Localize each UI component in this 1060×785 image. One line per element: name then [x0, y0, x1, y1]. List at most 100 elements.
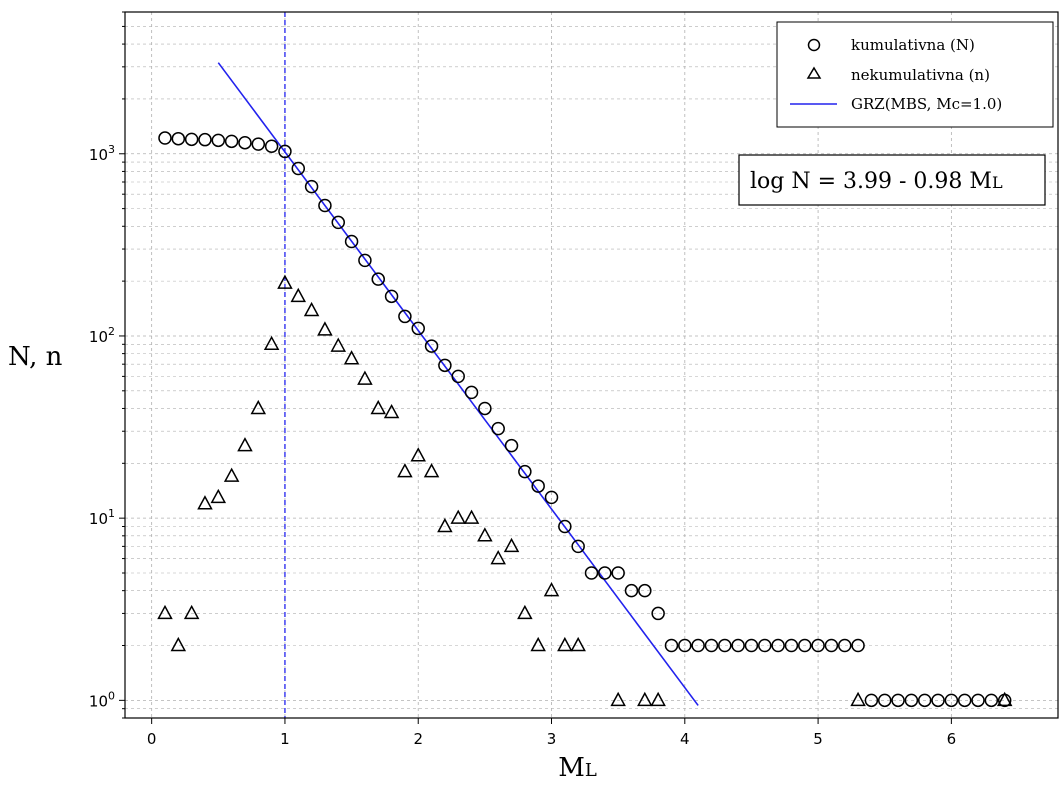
cumulative-point — [238, 135, 252, 150]
cumulative-point — [864, 693, 879, 708]
cumulative-point — [904, 693, 919, 708]
y-axis-label: N, n — [8, 342, 63, 372]
noncumulative-point — [330, 337, 347, 352]
x-tick-label: 6 — [947, 730, 957, 748]
noncumulative-point — [570, 636, 586, 652]
axis-ticks: 0 1 2 3 4 5 6 100 101 102 103 — [89, 11, 957, 748]
x-tick-label: 1 — [280, 730, 290, 748]
cumulative-point — [264, 139, 279, 153]
cumulative-point — [358, 253, 372, 268]
noncumulative-point — [370, 399, 387, 415]
noncumulative-point — [423, 463, 440, 478]
noncumulative-point — [197, 495, 213, 510]
noncumulative-point — [303, 301, 320, 317]
equation-text: log N = 3.99 - 0.98 ML — [750, 169, 1003, 194]
equation-frame — [738, 154, 1046, 206]
noncumulative-point — [850, 691, 866, 707]
noncumulative-point — [157, 604, 173, 620]
noncumulative-point — [517, 604, 533, 620]
cumulative-point — [731, 638, 745, 653]
cumulative-point — [584, 566, 599, 580]
noncumulative-point — [290, 287, 307, 303]
legend-label-noncumulative: nekumulativna (n) — [851, 66, 990, 84]
noncumulative-point — [463, 509, 480, 524]
legend: kumulativna (N) nekumulativna (n) GRZ(MB… — [776, 21, 1054, 128]
cumulative-point — [491, 421, 505, 436]
cumulative-point — [171, 131, 186, 146]
cumulative-point — [224, 134, 239, 149]
cumulative-point — [984, 693, 999, 708]
cumulative-point — [598, 566, 612, 580]
cumulative-point — [371, 272, 385, 286]
cumulative-point — [718, 638, 732, 653]
x-tick-label: 2 — [413, 730, 423, 748]
cumulative-point — [278, 144, 292, 159]
noncumulative-point — [557, 636, 573, 652]
cumulative-point — [744, 638, 759, 653]
cumulative-point — [917, 693, 932, 708]
noncumulative-point — [383, 403, 400, 419]
cumulative-point — [158, 131, 172, 145]
cumulative-point — [344, 234, 359, 249]
noncumulative-point — [250, 399, 267, 415]
cumulative-point — [464, 385, 479, 400]
cumulative-point — [198, 132, 212, 147]
noncumulative-point — [263, 335, 280, 351]
cumulative-point — [678, 638, 692, 653]
cumulative-point — [291, 161, 306, 176]
noncumulative-point — [477, 527, 493, 542]
noncumulative-point — [357, 370, 373, 385]
legend-marker-circle — [807, 38, 821, 52]
y-tick-label: 103 — [89, 143, 115, 164]
cumulative-point — [931, 693, 945, 708]
x-tick-label: 3 — [547, 730, 557, 748]
cumulative-point — [784, 638, 799, 653]
noncumulative-point — [237, 437, 253, 452]
legend-box — [776, 21, 1054, 128]
cumulative-point — [531, 479, 545, 493]
noncumulative-point — [410, 447, 426, 462]
gr-fit-line — [217, 62, 699, 706]
cumulative-point — [384, 289, 399, 304]
noncumulative-point — [530, 636, 546, 652]
noncumulative-point — [277, 274, 293, 289]
plot-frame — [124, 11, 1059, 719]
cumulative-point — [638, 583, 652, 598]
cumulative-point — [624, 583, 639, 598]
noncumulative-point — [397, 463, 413, 478]
cumulative-point — [424, 339, 439, 353]
data-markers — [157, 131, 1013, 708]
cumulative-point — [518, 464, 532, 479]
x-tick-label: 0 — [147, 730, 157, 748]
cumulative-point — [704, 638, 719, 653]
noncumulative-point — [490, 549, 506, 565]
cumulative-point — [651, 606, 665, 621]
cumulative-point — [504, 438, 519, 453]
cumulative-point — [811, 638, 825, 653]
cumulative-point — [451, 369, 465, 384]
noncumulative-point — [223, 467, 240, 482]
cumulative-point — [891, 693, 905, 708]
cumulative-point — [837, 638, 852, 653]
noncumulative-point — [637, 691, 653, 707]
cumulative-point — [571, 539, 585, 554]
noncumulative-point — [183, 604, 200, 620]
noncumulative-point — [503, 537, 520, 553]
legend-label-cumulative: kumulativna (N) — [851, 36, 975, 54]
noncumulative-point — [343, 350, 360, 365]
legend-label-fit: GRZ(MBS, Mc=1.0) — [851, 95, 1002, 113]
equation-box: log N = 3.99 - 0.98 ML — [738, 154, 1046, 206]
cumulative-point — [971, 693, 985, 708]
cumulative-point — [558, 519, 572, 534]
cumulative-point — [318, 198, 332, 213]
noncumulative-point — [610, 691, 626, 707]
x-tick-label: 4 — [680, 730, 690, 748]
x-axis-label: ML — [558, 753, 597, 783]
x-tick-label: 5 — [813, 730, 823, 748]
noncumulative-point — [170, 636, 187, 652]
cumulative-point — [798, 638, 812, 653]
cumulative-point — [184, 132, 199, 147]
legend-marker-triangle — [806, 66, 822, 79]
cumulative-point — [438, 358, 452, 373]
